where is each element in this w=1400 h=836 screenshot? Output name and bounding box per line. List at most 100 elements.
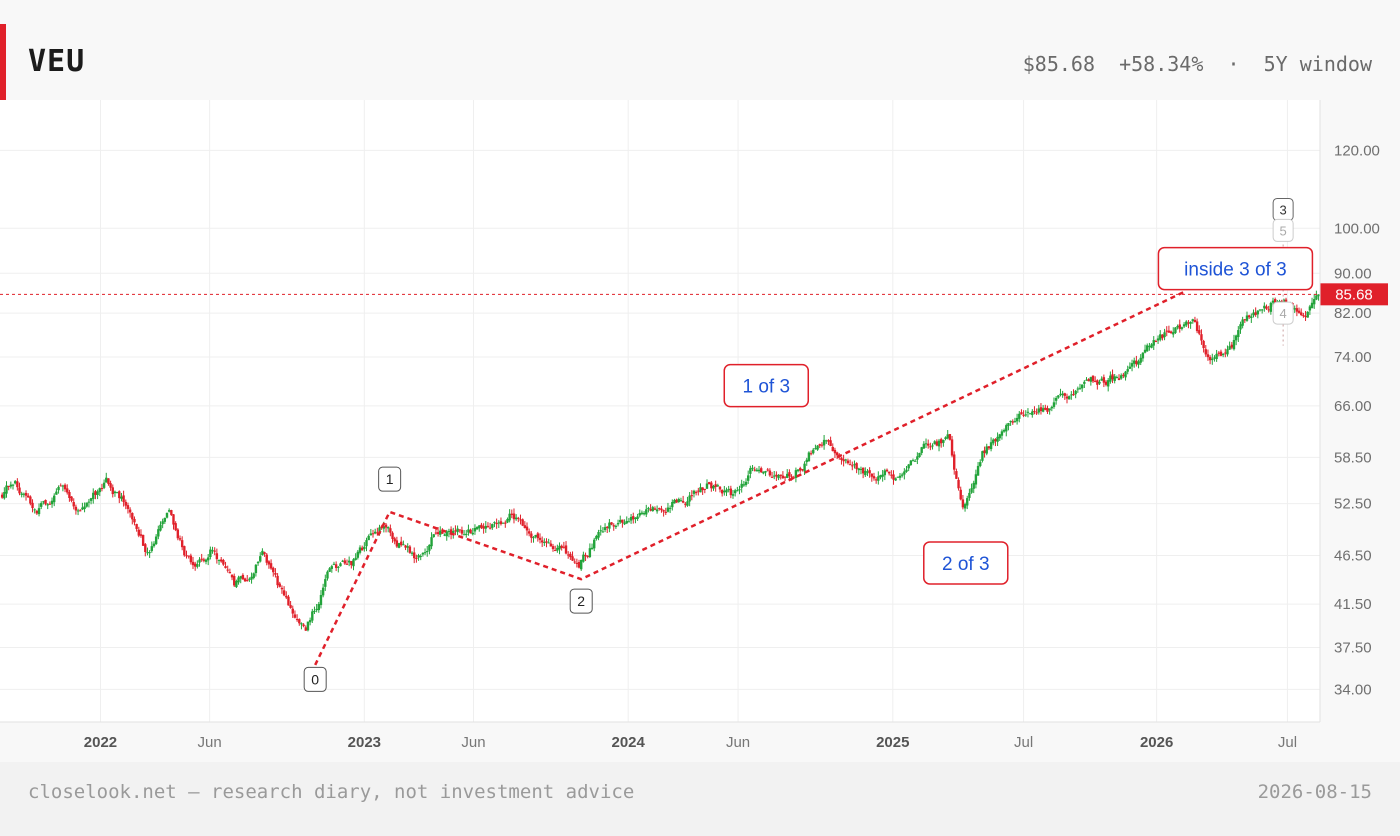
candle-body: [18, 487, 21, 494]
wave-label-box: [303, 666, 327, 692]
candle-body: [508, 513, 511, 521]
price-chart[interactable]: 120.00 100.00 90.00 82.00 74.00 66.00 58.50 52.…: [0, 100, 1400, 762]
candle-body: [985, 446, 988, 454]
candle-body: [1178, 324, 1181, 329]
candle-body: [835, 452, 839, 456]
candle-body: [707, 482, 711, 485]
candle-body: [439, 530, 442, 535]
candle-body: [957, 479, 960, 489]
candle-body: [686, 501, 689, 506]
wave-label: 2: [577, 593, 585, 609]
candle-body: [1306, 311, 1309, 318]
candle-body: [527, 531, 531, 534]
candle-body: [337, 566, 340, 568]
candle-body: [1031, 411, 1034, 415]
candle-body: [553, 550, 557, 552]
candle-body: [1067, 396, 1071, 400]
candle-body: [1243, 319, 1247, 321]
candle-body: [1221, 353, 1225, 355]
candle-body: [113, 491, 117, 494]
candle-body: [465, 533, 468, 535]
candle-body: [1310, 302, 1314, 309]
candle-body: [1100, 378, 1103, 381]
candle-body: [779, 474, 782, 476]
candle-body: [254, 564, 258, 574]
candle-body: [768, 470, 772, 476]
candle-body: [1061, 393, 1064, 396]
candle-body: [426, 550, 429, 552]
candle-body: [1057, 395, 1060, 398]
candle-body: [1074, 390, 1077, 395]
candle-body: [7, 486, 10, 488]
time-tick-label: Jun: [726, 734, 750, 751]
candle-body: [40, 503, 43, 507]
candle-body: [1165, 330, 1168, 332]
candle-body: [673, 499, 676, 504]
candle-body: [799, 468, 802, 471]
candle-body: [653, 508, 657, 510]
candle-body: [762, 471, 765, 474]
candle-body: [430, 537, 433, 547]
candle-body: [703, 488, 707, 490]
price-tick-label: 82.00: [1334, 305, 1372, 322]
candle-body: [428, 544, 431, 551]
candle-body: [1098, 381, 1101, 384]
candle-body: [458, 529, 461, 531]
candle-body: [165, 512, 169, 518]
candle-body: [187, 555, 190, 557]
candle-body: [1187, 322, 1190, 324]
candle-body: [306, 621, 310, 631]
candle-body: [213, 550, 216, 552]
candle-body: [37, 508, 41, 515]
candle-body: [740, 483, 743, 488]
candle-body: [818, 444, 821, 446]
candle-body: [987, 446, 991, 449]
candle-body: [356, 551, 360, 558]
candle-body: [1002, 429, 1006, 432]
candle-body: [183, 546, 186, 556]
candle-body: [391, 532, 394, 539]
candle-body: [519, 519, 522, 521]
candle-body: [1195, 321, 1199, 332]
wave-label: 1: [386, 471, 394, 487]
candle-body: [319, 594, 323, 606]
candle-body: [241, 574, 245, 580]
candle-body: [289, 605, 292, 608]
candle-body: [321, 587, 325, 596]
candle-body: [1115, 377, 1119, 379]
candle-body: [1278, 300, 1281, 302]
candle-body: [584, 554, 587, 557]
candle-body: [1273, 299, 1277, 303]
candle-body: [879, 475, 882, 478]
candle-body: [1063, 393, 1067, 396]
candle-body: [720, 489, 724, 494]
candle-body: [102, 482, 106, 488]
candle-body: [1176, 326, 1179, 328]
candle-body: [1020, 412, 1023, 415]
candle-body: [263, 552, 266, 554]
candle-body: [851, 465, 854, 467]
candle-body: [193, 563, 197, 567]
candle-body: [61, 485, 65, 487]
price-tick-label: 58.50: [1334, 449, 1372, 466]
candle-body: [679, 500, 683, 502]
candle-body: [1041, 408, 1045, 412]
candle-body: [931, 445, 934, 447]
candle-body: [1304, 316, 1307, 318]
candle-body: [933, 441, 936, 445]
candle-body: [13, 481, 17, 484]
candle-body: [1315, 295, 1318, 300]
candle-body: [877, 476, 880, 481]
candle-body: [87, 501, 91, 503]
candle-body: [291, 608, 294, 614]
candle-body: [31, 502, 34, 509]
candle-body: [100, 488, 104, 490]
candle-body: [996, 436, 999, 442]
candle-body: [727, 489, 730, 491]
candle-body: [434, 532, 438, 534]
price-tick-label: 34.00: [1334, 681, 1372, 698]
candle-body: [825, 440, 828, 442]
candle-body: [326, 571, 329, 579]
candle-body: [1052, 402, 1056, 407]
candle-body: [85, 502, 88, 507]
